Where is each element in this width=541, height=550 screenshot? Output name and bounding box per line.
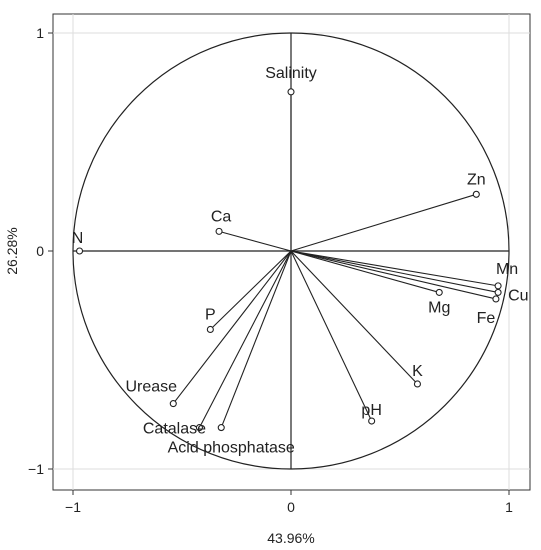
vector-line — [290, 250, 499, 293]
loading-vector: P — [205, 250, 292, 334]
loading-point — [206, 325, 214, 334]
loading-vector: K — [290, 250, 423, 388]
loading-vector: Cu — [290, 250, 529, 304]
y-tick-label: 0 — [36, 243, 44, 259]
variable-label: Ca — [211, 208, 232, 225]
x-axis-label: 43.96% — [267, 530, 314, 546]
vector-line — [290, 250, 499, 287]
loading-vector: Catalase — [143, 250, 292, 438]
loading-point — [494, 282, 502, 290]
loading-vector: Fe — [290, 250, 500, 327]
loading-vector: Zn — [290, 171, 486, 252]
y-tick-label: −1 — [28, 461, 44, 477]
x-tick-label: −1 — [65, 499, 81, 515]
loading-point — [217, 424, 225, 432]
variable-label: Mg — [428, 299, 450, 316]
vector-line — [172, 250, 292, 404]
loading-point — [169, 400, 177, 408]
variable-label: Catalase — [143, 421, 206, 438]
loading-vectors: Salinity Zn Ca N Mn Cu Fe Mg P KpH Urease Catalase A… — [72, 65, 529, 457]
variable-label: P — [205, 306, 216, 323]
x-tick-label: 0 — [287, 499, 295, 515]
loading-point — [494, 288, 502, 296]
loading-point — [413, 380, 421, 388]
vector-line — [209, 250, 292, 330]
x-tick-label: 1 — [505, 499, 513, 515]
x-axis-ticks: −1 0 1 — [65, 490, 513, 515]
variable-label: Salinity — [265, 65, 317, 82]
loading-vector: N — [72, 230, 291, 255]
variable-label: Acid phosphatase — [168, 440, 295, 457]
loading-vector: Acid phosphatase — [168, 250, 295, 457]
vector-line — [220, 250, 292, 428]
vector-line — [198, 250, 292, 428]
vector-line — [290, 250, 373, 422]
variable-label: Cu — [508, 287, 528, 304]
variable-label: N — [72, 230, 84, 247]
y-axis-label: 26.28% — [4, 227, 20, 274]
loading-point — [472, 190, 480, 198]
variable-label: pH — [361, 402, 381, 419]
loading-point — [368, 417, 376, 425]
vector-line — [290, 250, 497, 300]
loading-point — [287, 88, 295, 96]
variable-label: K — [412, 363, 423, 380]
loading-vector: Mg — [290, 250, 450, 316]
loading-vector: pH — [290, 250, 382, 425]
vector-line — [290, 250, 418, 385]
loading-point — [435, 288, 443, 296]
loading-vector: Mn — [290, 250, 518, 290]
loading-point — [75, 247, 84, 255]
loading-vector: Urease — [125, 250, 292, 408]
loading-point — [195, 424, 203, 432]
loading-vector: Ca — [211, 208, 292, 252]
vector-line — [218, 230, 292, 252]
variable-label: Mn — [496, 261, 518, 278]
variable-label: Zn — [467, 171, 486, 188]
loading-point — [492, 295, 500, 303]
vector-line — [290, 250, 440, 293]
vector-line — [290, 193, 477, 252]
variable-label: Urease — [125, 379, 177, 396]
y-tick-label: 1 — [36, 25, 44, 41]
loading-vector: Salinity — [265, 65, 317, 251]
y-axis-ticks: −1 0 1 — [28, 25, 53, 477]
loading-point — [215, 227, 223, 235]
variable-label: Fe — [477, 310, 496, 327]
